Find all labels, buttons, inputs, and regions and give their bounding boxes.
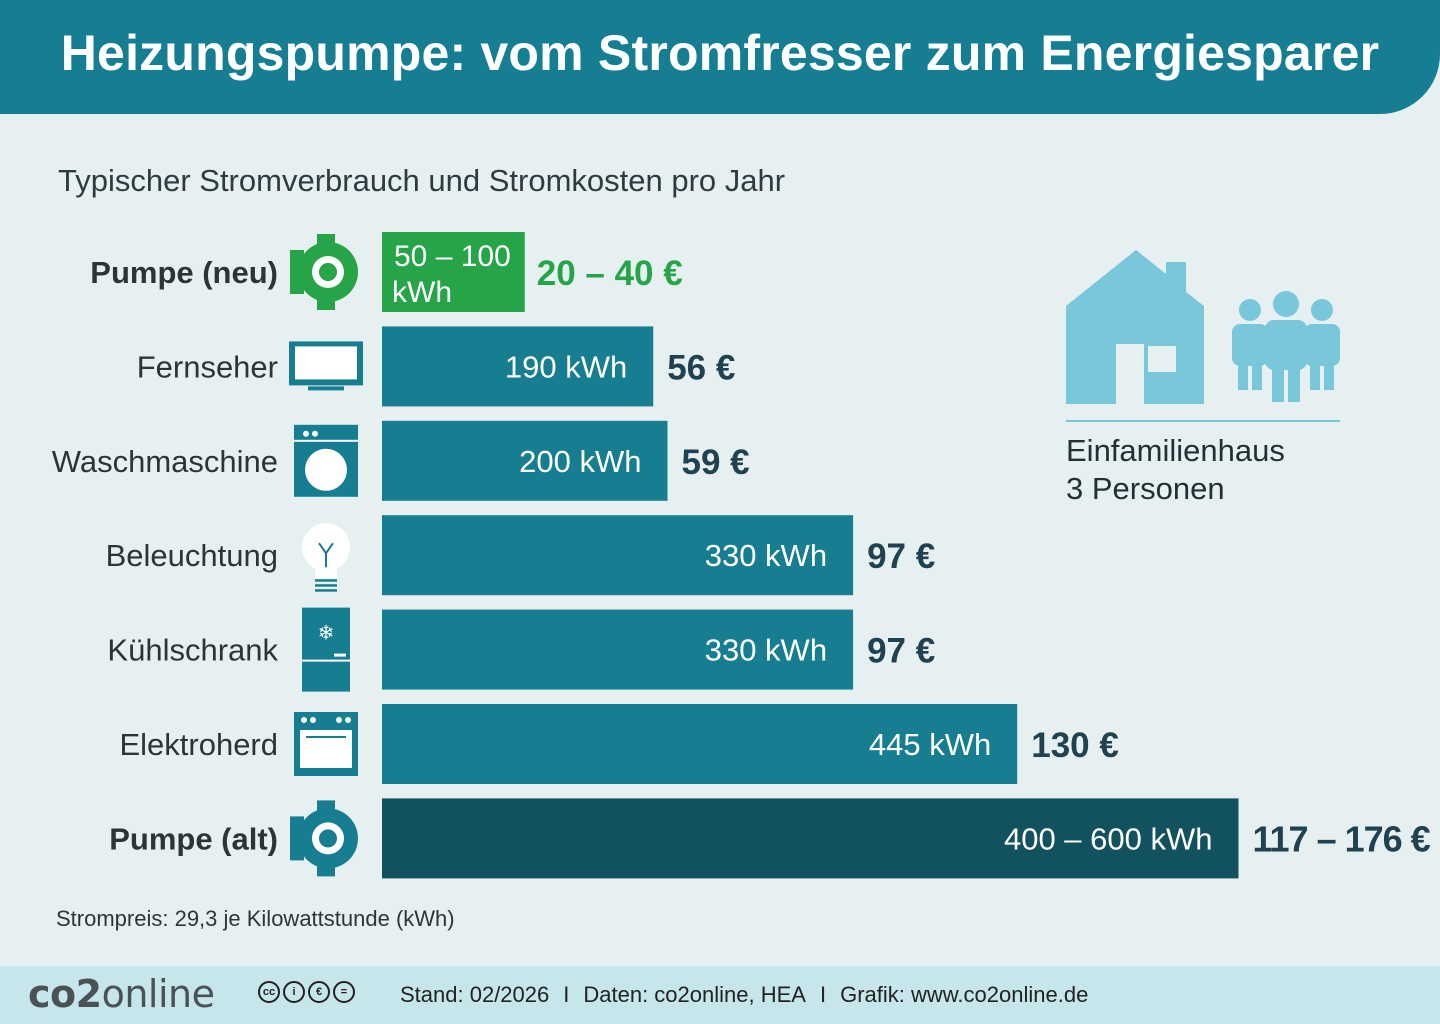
co2online-logo: co2online: [28, 972, 215, 1016]
cc-icon: cc: [258, 981, 280, 1003]
chart-subtitle: Typischer Stromverbrauch und Stromkosten…: [58, 163, 786, 198]
bar-value-label: 330 kWh: [705, 633, 827, 668]
header-banner: Heizungspumpe: vom Stromfresser zum Ener…: [0, 0, 1440, 114]
cost-label: 97 €: [867, 632, 935, 671]
logo-part-bold: co2: [28, 972, 102, 1016]
page-title: Heizungspumpe: vom Stromfresser zum Ener…: [60, 25, 1380, 81]
bar: [382, 232, 525, 312]
bar-value-unit: kWh: [392, 276, 452, 309]
bar-value-label: 445 kWh: [869, 727, 991, 762]
stove-icon: [294, 712, 358, 776]
bar-value-label: 330 kWh: [705, 538, 827, 573]
by-icon: i: [283, 981, 305, 1003]
washing-machine-icon: [294, 424, 358, 497]
license-icons: cc i € =: [258, 981, 355, 1003]
bar: [382, 420, 668, 501]
category-label: Elektroherd: [119, 727, 278, 762]
household-type: Einfamilienhaus: [1066, 433, 1285, 468]
fridge-icon: ❄: [302, 607, 350, 692]
house-icon: [1066, 250, 1204, 404]
category-label: Waschmaschine: [52, 444, 278, 479]
svg-text:❄: ❄: [318, 621, 335, 645]
bar: [382, 515, 854, 596]
cost-label: 20 – 40 €: [537, 254, 683, 293]
separator: I: [819, 982, 827, 1007]
nd-icon: =: [333, 981, 355, 1003]
cost-label: 59 €: [682, 443, 750, 482]
bar-value-label: 190 kWh: [505, 349, 627, 384]
light-bulb-icon: [302, 523, 350, 592]
price-footnote: Strompreis: 29,3 je Kilowattstunde (kWh): [56, 906, 455, 931]
cost-label: 117 – 176 €: [1253, 818, 1431, 859]
footer-bar: co2online cc i € = Stand: 02/2026 I Date…: [0, 966, 1440, 1024]
bar-value-label: 50 – 100: [394, 240, 511, 273]
bar-value-label: 400 – 600 kWh: [1004, 821, 1213, 856]
bar: [382, 798, 1239, 879]
bar-value-label: 200 kWh: [519, 444, 641, 479]
stand-date: Stand: 02/2026: [400, 982, 550, 1007]
cost-label: 130 €: [1031, 726, 1119, 765]
category-label: Pumpe (neu): [90, 255, 278, 290]
bar: [382, 704, 1018, 784]
category-label: Pumpe (alt): [109, 821, 278, 856]
household-caption: Einfamilienhaus 3 Personen: [1066, 432, 1285, 508]
cost-label: 56 €: [667, 348, 735, 387]
cost-label: 97 €: [867, 537, 935, 576]
category-label: Fernseher: [137, 349, 278, 384]
household-graphic: [1066, 250, 1340, 422]
household-size: 3 Personen: [1066, 471, 1225, 506]
bar: [382, 326, 654, 407]
data-source: Daten: co2online, HEA: [583, 982, 806, 1007]
pump-icon: [290, 800, 358, 877]
family-icon: [1232, 291, 1340, 402]
category-label: Kühlschrank: [107, 633, 278, 668]
nc-icon: €: [308, 981, 330, 1003]
logo-part-rest: online: [101, 972, 215, 1016]
bar: [382, 609, 854, 690]
separator: I: [563, 982, 570, 1007]
pump-icon: [290, 234, 358, 310]
graphic-credit: Grafik: www.co2online.de: [840, 982, 1089, 1007]
category-label: Beleuchtung: [106, 538, 278, 573]
household-info: Einfamilienhaus 3 Personen: [1066, 248, 1346, 508]
tv-icon: [289, 341, 363, 391]
credits: Stand: 02/2026 I Daten: co2online, HEA I…: [400, 982, 1088, 1008]
